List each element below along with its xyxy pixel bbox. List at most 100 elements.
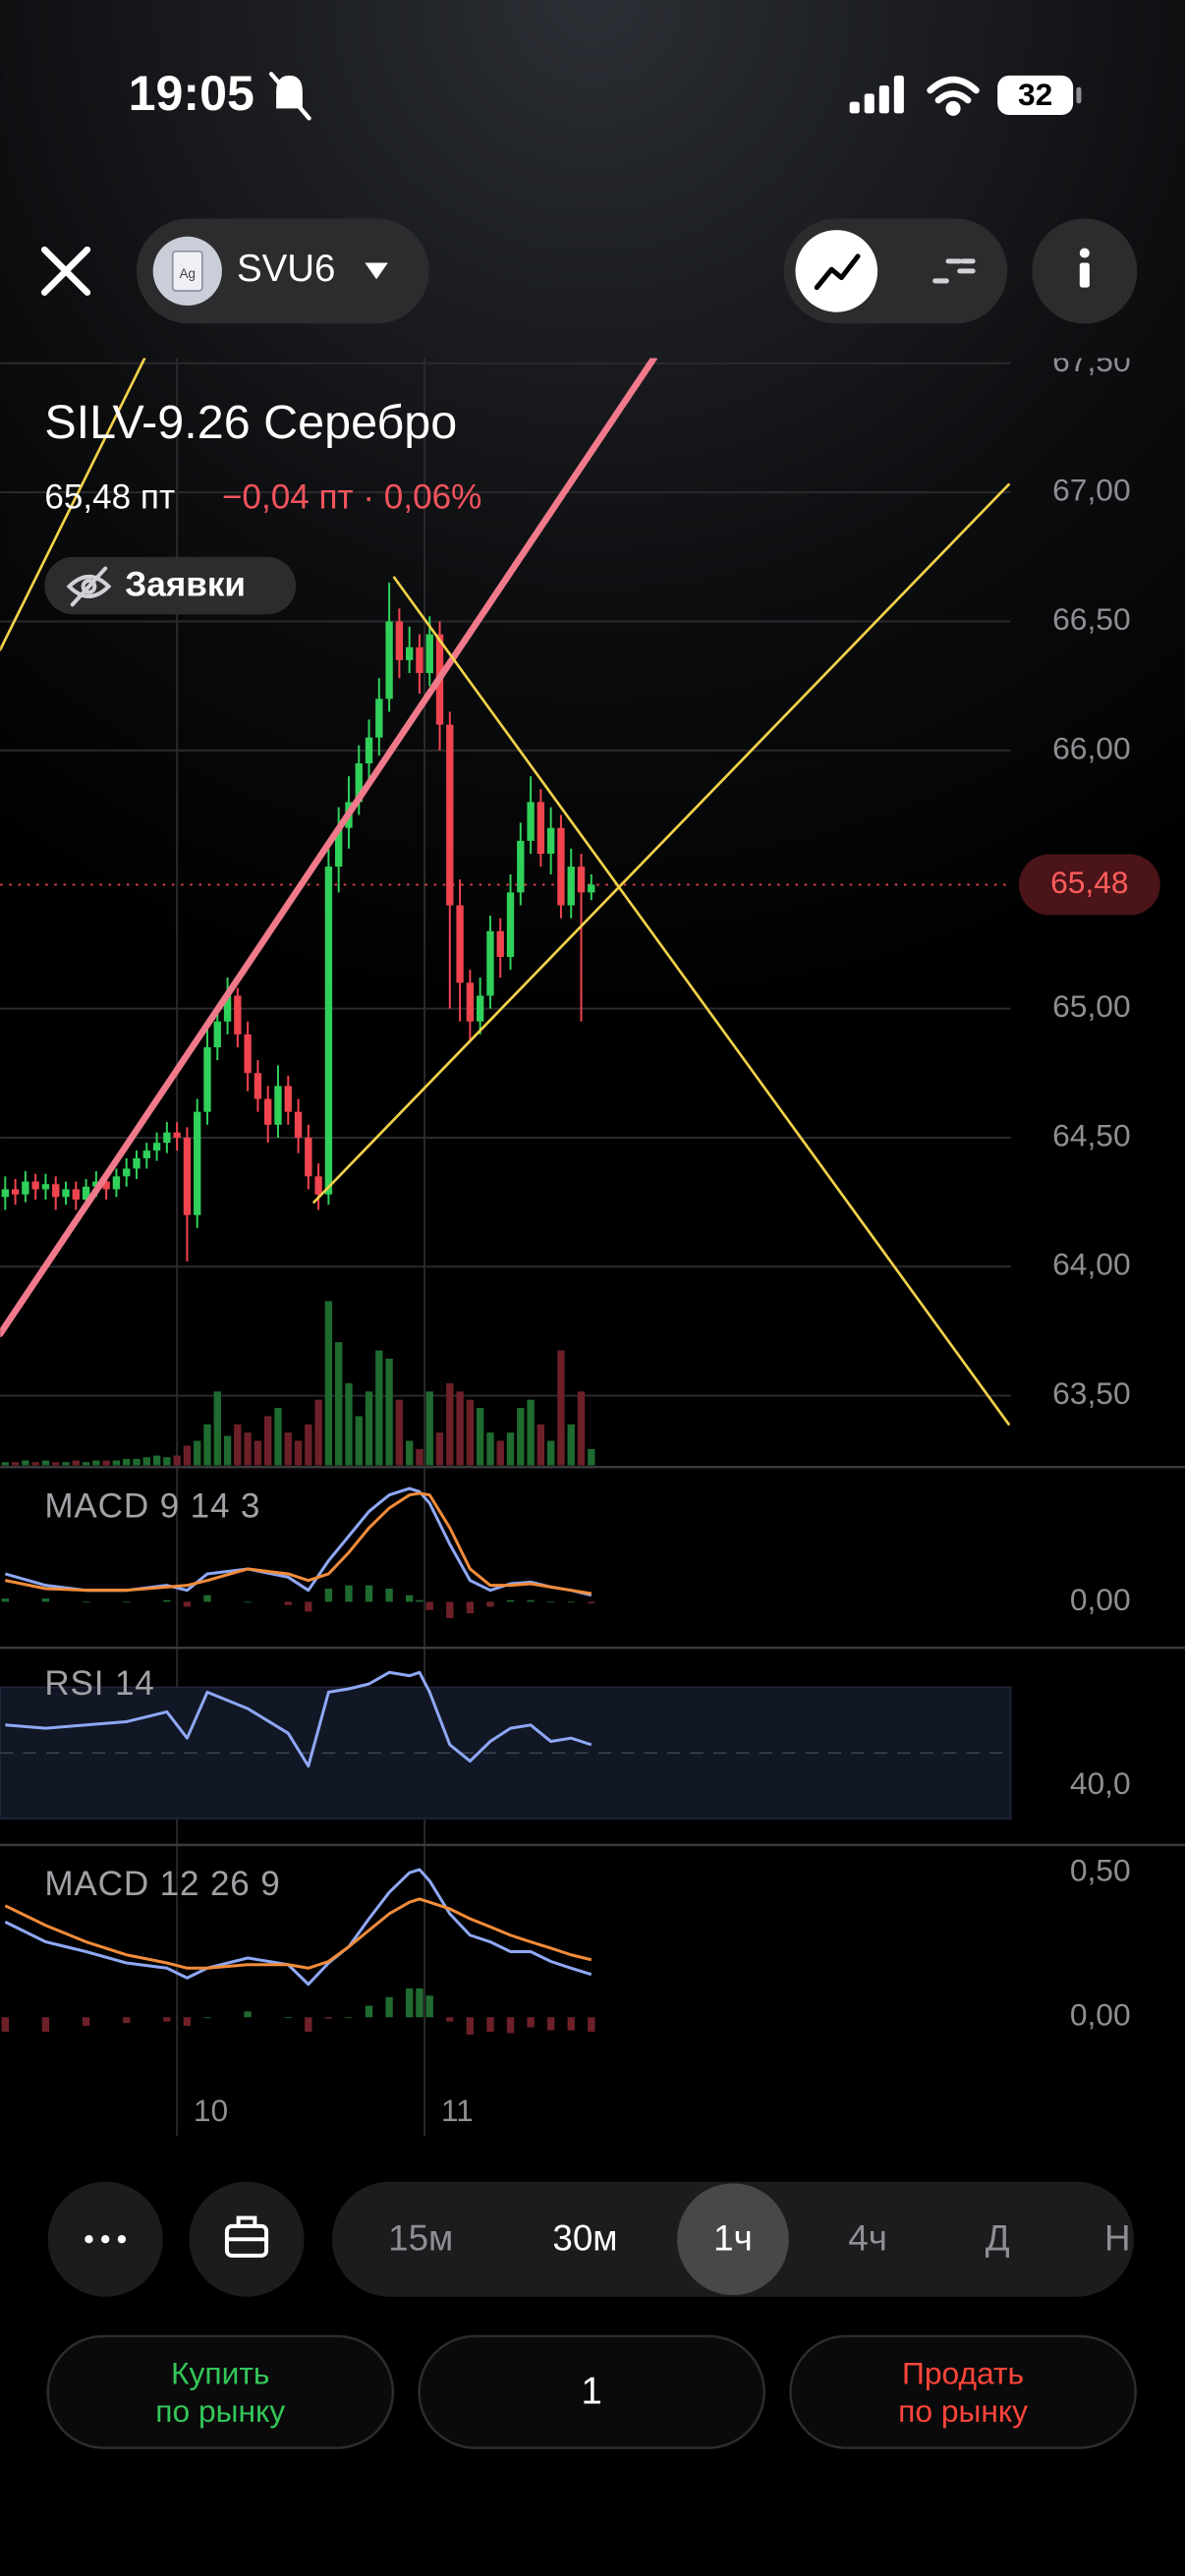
buy-label[interactable]: по рынку: [155, 2393, 285, 2429]
volume-bar: [22, 1460, 29, 1466]
last-price: 65,48 пт: [44, 478, 175, 517]
quantity-field[interactable]: [418, 2334, 765, 2449]
histogram-bar: [567, 2017, 575, 2031]
interval-option[interactable]: 15м: [388, 2218, 453, 2259]
y-tick-label: 67,00: [1052, 473, 1131, 508]
volume-bar: [123, 1458, 131, 1466]
candle-body: [102, 1181, 110, 1190]
line-mode-icon: [814, 253, 861, 291]
histogram-bar: [123, 1601, 131, 1603]
indicator-title: MACD 9 14 3: [44, 1486, 260, 1525]
volume-bar: [324, 1301, 333, 1466]
close-button[interactable]: [40, 246, 91, 296]
quantity[interactable]: 1: [581, 2371, 601, 2413]
silent-icon: [268, 72, 311, 121]
volume-bar: [557, 1350, 565, 1466]
candle-body: [62, 1189, 70, 1198]
volume-bar: [446, 1382, 454, 1466]
histogram-bar: [284, 1601, 292, 1605]
trend-line: [312, 482, 1010, 1204]
candle-body: [173, 1132, 181, 1138]
orders-chip-label[interactable]: Заявки: [125, 565, 246, 603]
volume-bar: [536, 1424, 545, 1466]
volume-bar: [395, 1399, 404, 1466]
volume-bar: [385, 1358, 393, 1466]
buy-button[interactable]: [46, 2334, 395, 2449]
battery-level: 32: [1018, 77, 1052, 112]
volume-bar: [152, 1455, 161, 1466]
volume-bar: [335, 1342, 343, 1466]
orders-chip[interactable]: [44, 556, 297, 615]
y-tick-label: 63,50: [1052, 1375, 1131, 1411]
buy-label[interactable]: Купить: [171, 2355, 269, 2390]
ticker[interactable]: SVU6: [237, 248, 335, 290]
indicator-tick-label: 40,0: [1070, 1765, 1131, 1801]
volume-bar: [11, 1462, 20, 1466]
candle-body: [41, 1184, 50, 1190]
volume-bar: [223, 1435, 232, 1466]
volume-bar: [112, 1460, 121, 1466]
interval-option[interactable]: Н: [1104, 2218, 1131, 2259]
histogram-bar: [527, 1599, 535, 1602]
sell-label[interactable]: Продать: [902, 2355, 1024, 2390]
volume-bar: [345, 1382, 353, 1466]
interval-option[interactable]: 1ч: [713, 2218, 753, 2259]
active-interval[interactable]: [677, 2183, 789, 2296]
volume-bar: [62, 1462, 70, 1466]
candle-body: [52, 1184, 60, 1198]
candle-body: [416, 646, 423, 674]
price-change: −0,04 пт · 0,06%: [222, 478, 481, 517]
interval-option[interactable]: 30м: [552, 2218, 617, 2259]
volume-bar: [476, 1408, 484, 1466]
candle-mode-button[interactable]: [932, 258, 976, 284]
volume-bar: [213, 1391, 221, 1466]
volume-bar: [52, 1462, 60, 1466]
volume-bar: [466, 1399, 475, 1466]
volume-bar: [305, 1424, 312, 1466]
histogram-bar: [305, 2017, 312, 2032]
sell-button[interactable]: [789, 2334, 1137, 2449]
candle-body: [536, 802, 545, 854]
candle-body: [11, 1189, 20, 1195]
histogram-bar: [183, 2017, 192, 2027]
candle-body: [506, 892, 515, 958]
volume-bar: [72, 1460, 80, 1466]
volume-bar: [92, 1460, 100, 1466]
candle-body: [456, 905, 464, 983]
candle-body: [142, 1150, 150, 1158]
instrument-icon-sheet: [171, 251, 203, 292]
interval-option[interactable]: 4ч: [848, 2218, 887, 2259]
candle-body: [133, 1157, 141, 1169]
sell-label[interactable]: по рынку: [898, 2393, 1028, 2429]
candle-body: [234, 995, 242, 1035]
histogram-bar: [244, 1601, 252, 1603]
histogram-bar: [244, 2011, 252, 2018]
histogram-bar: [446, 1601, 454, 1619]
histogram-bar: [203, 1595, 211, 1602]
histogram-bar: [425, 1995, 433, 2018]
trend-line: [0, 358, 146, 651]
y-tick-label: 66,00: [1052, 730, 1131, 765]
dropdown-caret[interactable]: [365, 262, 388, 280]
volume-bar: [294, 1440, 303, 1466]
indicator-line: [4, 1868, 592, 1987]
histogram-bar: [506, 1599, 515, 1602]
volume-bar: [254, 1440, 262, 1466]
indicator-line: [5, 1491, 592, 1596]
candle-body: [385, 621, 393, 700]
battery: [997, 75, 1074, 116]
indicator-tick-label: 0,50: [1070, 1853, 1131, 1888]
volume-bar: [142, 1457, 150, 1466]
interval-option[interactable]: Д: [986, 2218, 1010, 2259]
volume-bar: [375, 1350, 383, 1466]
more-icon: [85, 2235, 127, 2244]
histogram-bar: [546, 2017, 555, 2031]
candle-body: [405, 646, 414, 660]
signal-icon: [849, 75, 904, 114]
candle-body: [92, 1181, 100, 1187]
battery-cap: [1076, 86, 1082, 104]
y-tick-label: 64,00: [1052, 1247, 1131, 1282]
histogram-bar: [385, 1996, 393, 2018]
candle-body: [517, 840, 525, 893]
